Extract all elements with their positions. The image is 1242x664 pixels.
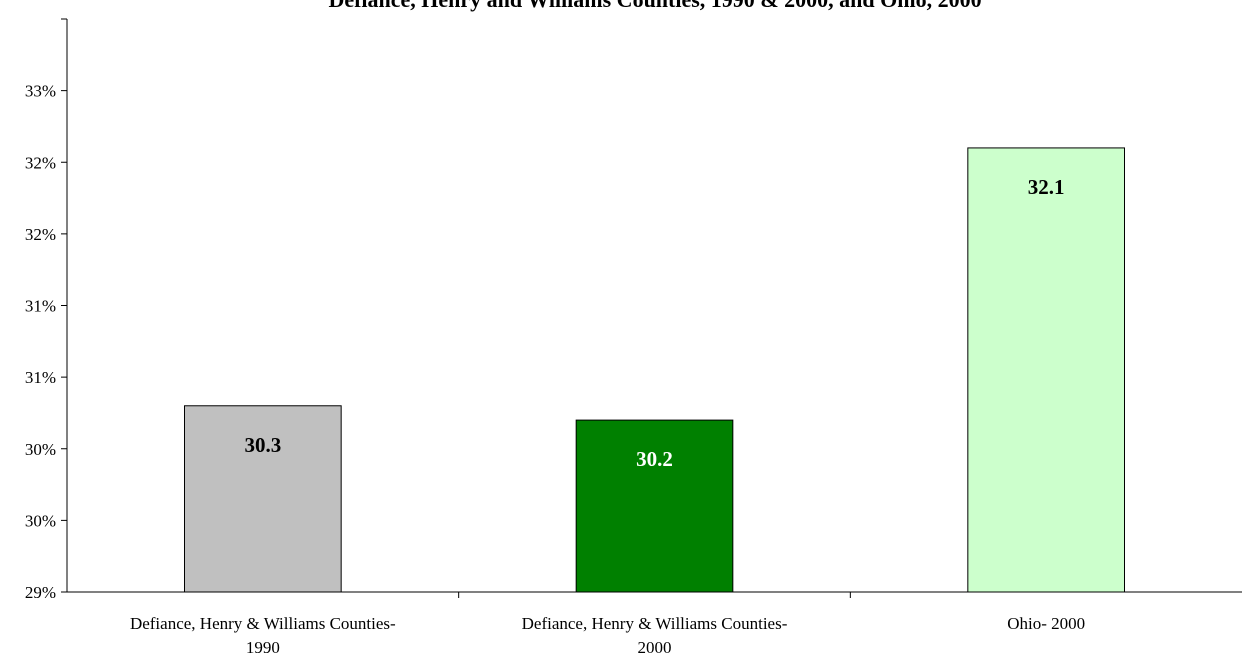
x-category-label: Defiance, Henry & Williams Counties- xyxy=(130,614,396,633)
y-tick-label: 31% xyxy=(25,368,56,387)
x-category-label: Defiance, Henry & Williams Counties- xyxy=(522,614,788,633)
bar xyxy=(575,419,734,593)
data-label: 30.3 xyxy=(244,433,281,457)
chart-title: Defiance, Henry and Williams Counties, 1… xyxy=(328,0,981,12)
y-tick-label: 30% xyxy=(25,440,56,459)
bar xyxy=(184,405,342,593)
y-tick-label: 30% xyxy=(25,511,56,530)
y-tick-label: 32% xyxy=(25,225,56,244)
x-category-label: 2000 xyxy=(638,638,672,657)
data-label: 32.1 xyxy=(1028,175,1065,199)
y-tick-label: 31% xyxy=(25,297,56,316)
data-label: 30.2 xyxy=(636,447,673,471)
bar xyxy=(967,147,1125,593)
y-tick-label: 33% xyxy=(25,82,56,101)
x-category-label: Ohio- 2000 xyxy=(1007,614,1085,633)
y-tick-label: 32% xyxy=(25,153,56,172)
x-category-label: 1990 xyxy=(246,638,280,657)
y-tick-label: 29% xyxy=(25,583,56,602)
plot-area: 29% 30% 30% 31% 31% 32% 32% 33% 30.3 Defiance, He… xyxy=(25,18,1242,657)
